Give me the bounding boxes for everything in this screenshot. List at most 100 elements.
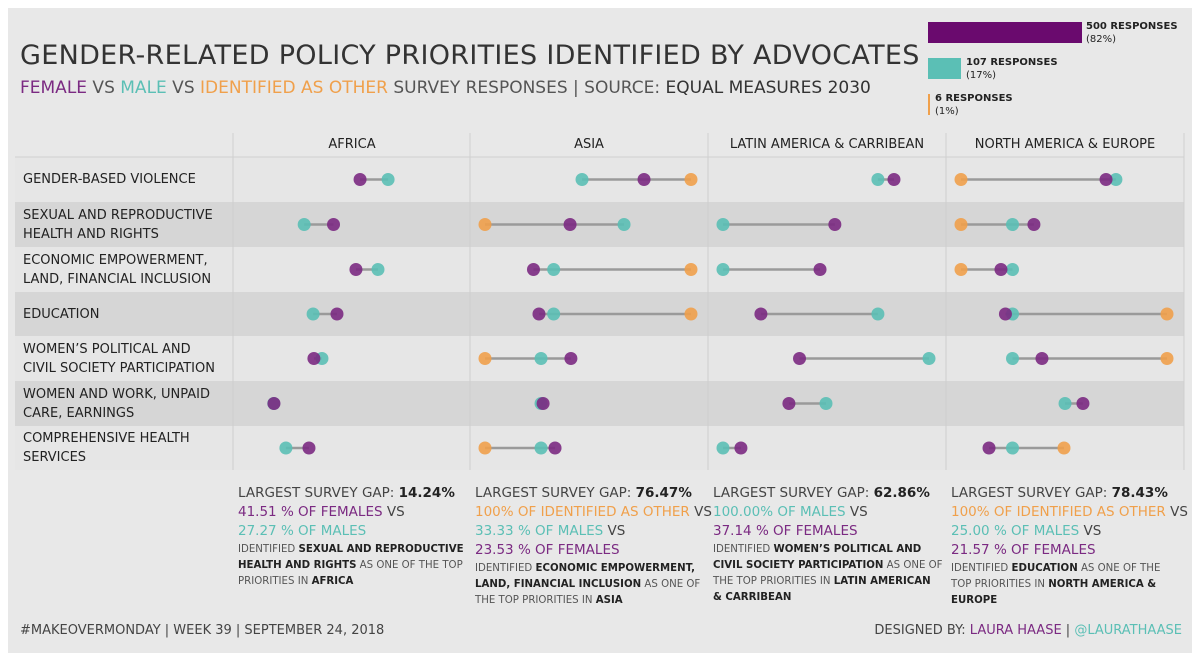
male-dot: [819, 397, 833, 410]
male-dot: [306, 307, 320, 321]
category-label: SEXUAL AND REPRODUCTIVE HEALTH AND RIGHTS: [23, 206, 233, 244]
detail-text: EDUCATION: [1011, 563, 1078, 574]
summary-text: 33.33 % OF MALES: [475, 523, 604, 539]
summary-text: 25.00 % OF MALES: [951, 523, 1080, 539]
male-dot: [279, 441, 293, 455]
female-dot: [526, 263, 540, 276]
other-dot: [954, 218, 968, 231]
subtitle-male: MALE: [120, 78, 167, 98]
category-label-line: CARE, EARNINGS: [23, 405, 135, 421]
legend-responses: 500 RESPONSES: [1086, 21, 1178, 32]
category-label: WOMEN AND WORK, UNPAID CARE, EARNINGS: [23, 385, 233, 423]
author-name: LAURA HAASE: [969, 623, 1062, 638]
male-dot: [871, 307, 885, 321]
male-dot: [547, 307, 561, 321]
region-header: ASIA: [574, 137, 604, 152]
detail-text: SEXUAL AND REPRODUCTIVE HEALTH AND RIGHT…: [238, 544, 464, 571]
category-label-line: ECONOMIC EMPOWERMENT,: [23, 252, 208, 268]
female-dot: [267, 397, 281, 410]
male-dot: [1006, 263, 1019, 276]
summary-text: 41.51 % OF FEMALES: [238, 504, 383, 520]
gap-share-line: 25.00 % OF MALES VS: [951, 522, 1181, 541]
legend-responses: 6 RESPONSES: [935, 93, 1013, 104]
other-dot: [1057, 441, 1071, 455]
female-dot: [302, 441, 316, 455]
female-dot: [532, 307, 546, 321]
female-dot: [813, 263, 827, 276]
female-dot: [353, 173, 367, 186]
region-header: LATIN AMERICA & CARRIBEAN: [729, 137, 925, 152]
subtitle-other: IDENTIFIED AS OTHER: [200, 78, 388, 98]
footer-credit: DESIGNED BY: LAURA HAASE | @LAURATHAASE: [874, 623, 1182, 638]
gap-share-line: 27.27 % OF MALES: [238, 522, 468, 541]
category-label: GENDER-BASED VIOLENCE: [23, 170, 233, 189]
detail-text: IDENTIFIED: [475, 563, 536, 574]
summary-text: LARGEST SURVEY GAP:: [951, 485, 1112, 501]
male-dot: [922, 352, 936, 365]
legend-pct: (1%): [935, 106, 959, 117]
female-dot: [1099, 173, 1113, 186]
category-label: EDUCATION: [23, 305, 233, 324]
summary-detail: IDENTIFIED ECONOMIC EMPOWERMENT, LAND, F…: [475, 561, 705, 609]
other-dot: [684, 307, 698, 321]
summary-text: LARGEST SURVEY GAP:: [713, 485, 874, 501]
female-dot: [828, 218, 842, 231]
female-dot: [564, 352, 578, 365]
female-dot: [734, 441, 748, 455]
detail-text: IDENTIFIED: [713, 544, 774, 555]
detail-text: LATIN AMERICAN & CARRIBEAN: [713, 576, 931, 603]
legend-label-other: 6 RESPONSES (1%): [935, 92, 1013, 118]
male-dot: [547, 263, 561, 276]
largest-gap-line: LARGEST SURVEY GAP: 62.86%: [713, 484, 943, 503]
gap-share-line: 41.51 % OF FEMALES VS: [238, 503, 468, 522]
female-dot: [563, 218, 577, 231]
female-dot: [330, 307, 344, 321]
category-label-line: COMPREHENSIVE HEALTH: [23, 431, 190, 446]
male-dot: [371, 263, 385, 276]
summary-text: VS: [1165, 504, 1188, 520]
summary-text: VS: [382, 504, 405, 520]
category-label-line: EDUCATION: [23, 306, 100, 322]
female-dot: [548, 441, 562, 455]
detail-text: WOMEN’S POLITICAL AND CIVIL SOCIETY PART…: [713, 544, 922, 571]
summary-detail: IDENTIFIED WOMEN’S POLITICAL AND CIVIL S…: [713, 542, 943, 606]
largest-gap-line: LARGEST SURVEY GAP: 78.43%: [951, 484, 1181, 503]
summary-detail: IDENTIFIED EDUCATION AS ONE OF THE TOP P…: [951, 561, 1181, 609]
gap-share-line: 100% OF IDENTIFIED AS OTHER VS: [475, 503, 712, 522]
male-dot: [1006, 441, 1019, 455]
gap-summary: LARGEST SURVEY GAP: 76.47% 100% OF IDENTI…: [475, 484, 712, 609]
other-dot: [684, 263, 698, 276]
summary-text: 100.00% OF MALES: [713, 504, 846, 520]
category-label-line: CIVIL SOCIETY PARTICIPATION: [23, 360, 215, 376]
gap-share-line: 100.00% OF MALES VS: [713, 503, 943, 522]
gap-summary: LARGEST SURVEY GAP: 78.43% 100% OF IDENTI…: [951, 484, 1188, 609]
legend-pct: (82%): [1086, 34, 1117, 45]
male-dot: [871, 173, 885, 186]
female-dot: [637, 173, 651, 186]
detail-text: IDENTIFIED: [238, 544, 299, 555]
other-dot: [954, 173, 968, 186]
male-dot: [534, 352, 548, 365]
other-dot: [1160, 352, 1174, 365]
category-label-line: SERVICES: [23, 450, 87, 465]
summary-text: VS: [845, 504, 868, 520]
female-dot: [1076, 397, 1090, 410]
female-dot: [793, 352, 807, 365]
page-title: GENDER-RELATED POLICY PRIORITIES IDENTIF…: [20, 40, 920, 71]
summary-text: LARGEST SURVEY GAP:: [238, 485, 399, 501]
category-label-line: HEALTH AND RIGHTS: [23, 226, 159, 242]
summary-text: 100% OF IDENTIFIED AS OTHER: [951, 504, 1166, 520]
gap-share-line: 21.57 % OF FEMALES: [951, 541, 1181, 560]
region-header: AFRICA: [328, 137, 376, 152]
summary-text: LARGEST SURVEY GAP:: [475, 485, 636, 501]
legend-responses: 107 RESPONSES: [966, 57, 1058, 68]
footer-hashtag: #MAKEOVERMONDAY | WEEK 39 | SEPTEMBER 24…: [20, 623, 385, 638]
subtitle-female: FEMALE: [20, 78, 88, 98]
author-handle[interactable]: @LAURATHAASE: [1074, 623, 1182, 638]
male-dot: [617, 218, 631, 231]
summary-text: 14.24%: [398, 485, 455, 501]
female-dot: [994, 263, 1008, 276]
male-dot: [1006, 218, 1019, 231]
detail-text: AS ONE OF THE TOP PRIORITIES IN: [951, 563, 1161, 590]
